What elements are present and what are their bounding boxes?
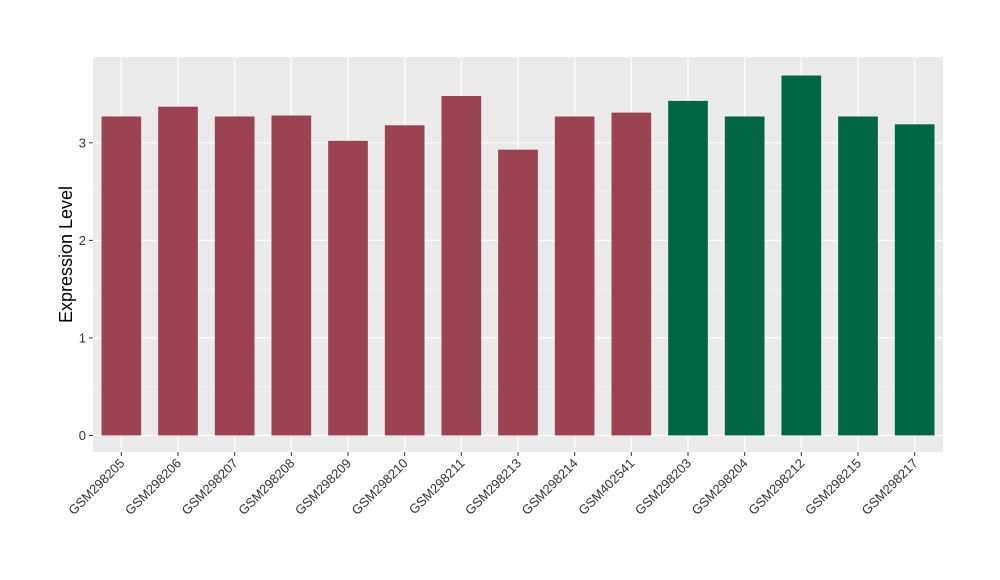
- bar-GSM298205: [101, 116, 142, 436]
- y-tick-label: 0: [79, 428, 86, 443]
- y-tick-label: 1: [79, 330, 86, 345]
- x-tick-label: GSM298210: [349, 456, 411, 518]
- bars: [101, 75, 935, 436]
- bar-GSM298213: [498, 149, 538, 436]
- bar-GSM298203: [668, 100, 708, 436]
- x-tick-label: GSM298203: [632, 456, 694, 518]
- bar-GSM298217: [894, 124, 935, 436]
- x-tick-label: GSM298215: [802, 456, 864, 518]
- y-tick-label: 2: [79, 233, 86, 248]
- x-tick-label: GSM298211: [406, 456, 468, 518]
- y-axis: 0 1 2 3: [79, 135, 93, 443]
- x-tick-label: GSM298213: [462, 456, 524, 518]
- x-tick-label: GSM298217: [859, 456, 921, 518]
- bar-GSM298207: [214, 116, 255, 436]
- bar-GSM298206: [158, 106, 198, 436]
- x-tick-label: GSM402541: [575, 456, 637, 518]
- bar-GSM298215: [838, 116, 878, 436]
- bar-GSM298214: [554, 116, 595, 436]
- x-tick-label: GSM298212: [745, 456, 807, 518]
- x-tick-label: GSM298214: [519, 456, 581, 518]
- bar-GSM298211: [441, 96, 482, 436]
- bar-GSM298204: [724, 116, 765, 436]
- y-tick-label: 3: [79, 135, 86, 150]
- x-tick-label: GSM298204: [689, 456, 751, 518]
- bar-GSM298210: [384, 125, 425, 436]
- x-tick-label: GSM298208: [235, 456, 297, 518]
- bar-GSM402541: [611, 112, 652, 436]
- bar-GSM298209: [328, 140, 368, 436]
- bar-GSM298212: [781, 75, 822, 436]
- y-axis-title: Expression Level: [56, 186, 76, 323]
- bar-GSM298208: [271, 115, 312, 436]
- x-tick-label: GSM298205: [65, 456, 127, 518]
- x-tick-label: GSM298206: [122, 456, 184, 518]
- x-tick-label: GSM298209: [292, 456, 354, 518]
- x-axis: GSM298205GSM298206GSM298207GSM298208GSM2…: [65, 452, 921, 518]
- x-tick-label: GSM298207: [179, 456, 241, 518]
